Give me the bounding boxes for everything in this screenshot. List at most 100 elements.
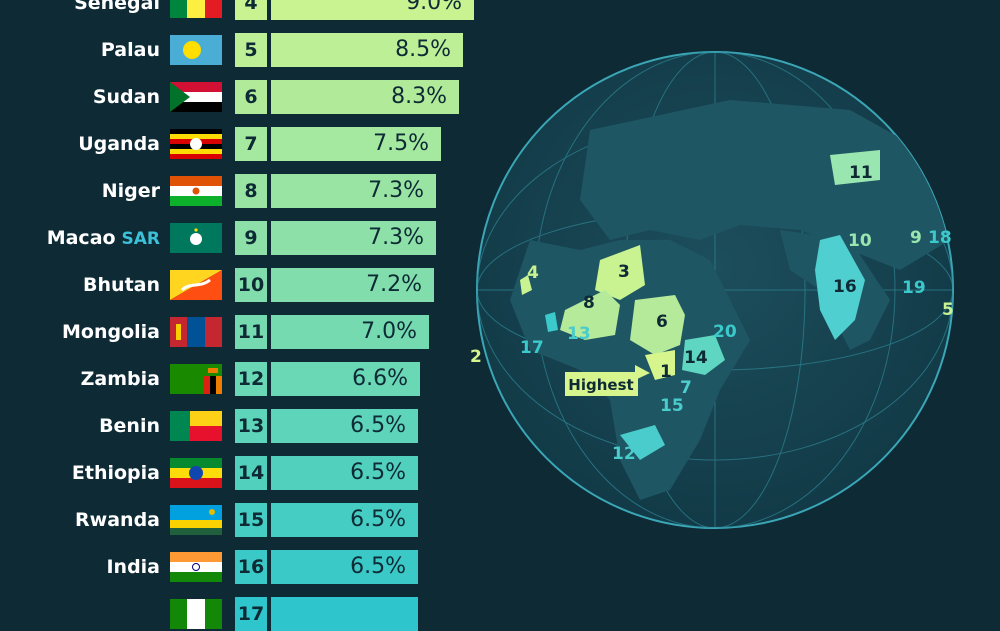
rank-badge: 10	[235, 268, 267, 302]
country-label: Senegal	[0, 0, 160, 20]
map-label-14: 14	[684, 348, 708, 368]
rank-badge: 7	[235, 127, 267, 161]
rank-badge: 11	[235, 315, 267, 349]
bar-value-label: 6.6%	[352, 366, 408, 391]
flag-cut-icon	[170, 599, 222, 629]
flag-macao-icon	[170, 223, 222, 253]
flag-rwanda-icon	[170, 505, 222, 535]
map-label-15: 15	[660, 396, 684, 416]
map-label-18: 18	[928, 228, 952, 248]
bar-value-label: 6.5%	[350, 460, 406, 485]
country-label: Sudan	[0, 80, 160, 114]
bar-row: Macao SAR 9 7.3%	[0, 221, 1000, 255]
bar-value-label: 6.5%	[350, 507, 406, 532]
country-name: Benin	[99, 415, 160, 437]
bar-row: Benin 13 6.5%	[0, 409, 1000, 443]
map-label-1: 1	[660, 362, 672, 382]
rank-badge: 16	[235, 550, 267, 584]
rank-badge: 12	[235, 362, 267, 396]
country-label: Palau	[0, 33, 160, 67]
map-label-6: 6	[656, 312, 668, 332]
country-name: Rwanda	[75, 509, 160, 531]
flag-senegal-icon	[170, 0, 222, 18]
bar-value-label: 7.3%	[368, 178, 424, 203]
bar-value-label: 6.5%	[350, 413, 406, 438]
country-label: Uganda	[0, 127, 160, 161]
bar-value-label: 7.2%	[366, 272, 422, 297]
bar-row: India 16 6.5%	[0, 550, 1000, 584]
bar-row: Bhutan 10 7.2%	[0, 268, 1000, 302]
bar: 6.5%	[271, 409, 418, 443]
flag-ethiopia-icon	[170, 458, 222, 488]
country-label: Ethiopia	[0, 456, 160, 490]
rank-badge: 8	[235, 174, 267, 208]
map-label-3: 3	[618, 262, 630, 282]
bar-row: Niger 8 7.3%	[0, 174, 1000, 208]
bar-row: Sudan 6 8.3%	[0, 80, 1000, 114]
map-label-20: 20	[713, 322, 737, 342]
bar-value-label: 6.5%	[350, 554, 406, 579]
bar: 6.5%	[271, 550, 418, 584]
country-name: Palau	[100, 39, 160, 61]
country-name: Uganda	[78, 133, 160, 155]
bar-value-label: 7.5%	[373, 131, 429, 156]
map-label-17: 17	[520, 338, 544, 358]
flag-palau-icon	[170, 35, 222, 65]
country-label: Rwanda	[0, 503, 160, 537]
country-name: Niger	[101, 180, 160, 202]
country-name: Zambia	[80, 368, 160, 390]
bar-row: Rwanda 15 6.5%	[0, 503, 1000, 537]
bar-row: Palau 5 8.5%	[0, 33, 1000, 67]
country-name: Bhutan	[83, 274, 160, 296]
map-label-2: 2	[470, 347, 482, 367]
bar: 9.0%	[271, 0, 474, 20]
country-name: Macao	[46, 227, 116, 249]
bar: 8.5%	[271, 33, 463, 67]
globe-map: 1 2 3 4 5 6 7 8 9 10 11 12 13 14 15 16 1…	[470, 51, 954, 529]
map-label-4: 4	[527, 263, 539, 283]
bar: 8.3%	[271, 80, 459, 114]
flag-benin-icon	[170, 411, 222, 441]
bar-row: Ethiopia 14 6.5%	[0, 456, 1000, 490]
map-label-7: 7	[680, 378, 692, 398]
map-label-10: 10	[848, 231, 872, 251]
bar	[271, 597, 418, 631]
map-label-12: 12	[612, 444, 636, 464]
rank-badge: 9	[235, 221, 267, 255]
country-label: India	[0, 550, 160, 584]
bar-value-label: 7.3%	[368, 225, 424, 250]
bar: 7.2%	[271, 268, 434, 302]
country-label: Bhutan	[0, 268, 160, 302]
country-name: Ethiopia	[71, 462, 160, 484]
bar-value-label: 8.3%	[391, 84, 447, 109]
bar: 6.6%	[271, 362, 420, 396]
flag-india-icon	[170, 552, 222, 582]
map-label-8: 8	[583, 293, 595, 313]
rank-badge: 14	[235, 456, 267, 490]
bar-row: Zambia 12 6.6%	[0, 362, 1000, 396]
bar-row: Mongolia 11 7.0%	[0, 315, 1000, 349]
flag-uganda-icon	[170, 129, 222, 159]
bar: 7.3%	[271, 174, 436, 208]
flag-zambia-icon	[170, 364, 222, 394]
country-name: Mongolia	[62, 321, 160, 343]
country-label: Macao SAR	[0, 221, 160, 255]
highlighted-countries	[520, 150, 880, 460]
country-label: Benin	[0, 409, 160, 443]
flag-niger-icon	[170, 176, 222, 206]
map-label-19: 19	[902, 278, 926, 298]
bar: 7.3%	[271, 221, 436, 255]
map-label-9: 9	[910, 228, 922, 248]
flag-bhutan-icon	[170, 270, 222, 300]
bar-value-label: 7.0%	[361, 319, 417, 344]
map-labels: 1 2 3 4 5 6 7 8 9 10 11 12 13 14 15 16 1…	[470, 163, 954, 464]
bar: 7.0%	[271, 315, 429, 349]
map-label-5: 5	[942, 300, 954, 320]
rank-badge: 6	[235, 80, 267, 114]
map-label-13: 13	[567, 324, 591, 344]
bar-row: Uganda 7 7.5%	[0, 127, 1000, 161]
country-name: Sudan	[92, 86, 160, 108]
rank-badge: 15	[235, 503, 267, 537]
country-label	[0, 597, 160, 631]
country-label: Mongolia	[0, 315, 160, 349]
